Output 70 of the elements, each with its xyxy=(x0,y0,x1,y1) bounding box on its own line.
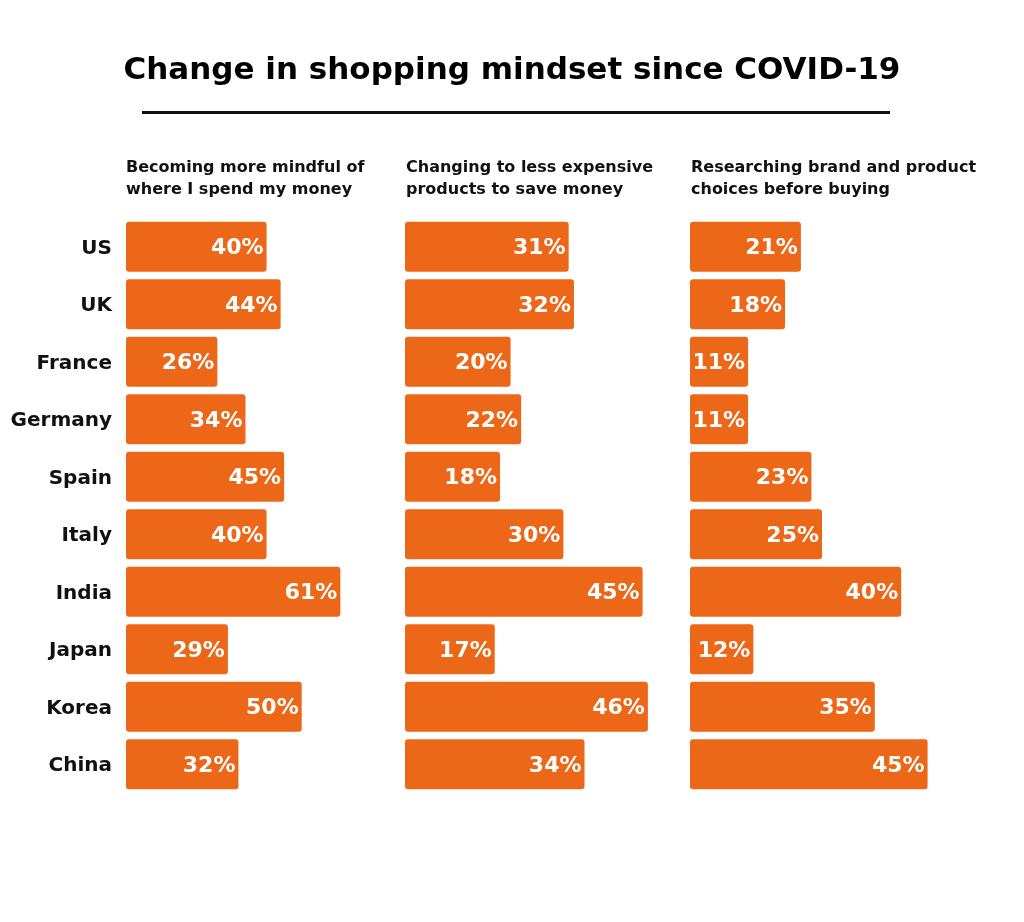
bar xyxy=(405,509,564,560)
bar xyxy=(690,451,812,502)
chart-subtitle: Changing to less expensive products to save money xyxy=(406,156,654,200)
bar xyxy=(126,394,246,445)
data-label: 40% xyxy=(210,234,264,260)
data-label: 18% xyxy=(729,291,783,317)
chart-subtitle: Researching brand and product choices before buying xyxy=(691,156,978,200)
data-label: 23% xyxy=(755,464,809,490)
chart-subtitle: Becoming more mindful of where I spend my money xyxy=(126,156,366,200)
data-label: 61% xyxy=(284,579,338,605)
bar xyxy=(126,739,239,790)
text: Change in shopping mindset since COVID-19 xyxy=(122,50,902,86)
bar xyxy=(405,279,574,330)
data-label: 20% xyxy=(454,349,508,375)
bar xyxy=(690,509,822,560)
data-label: 35% xyxy=(819,694,872,720)
y-tick-label: Spain xyxy=(48,464,112,489)
data-label: 30% xyxy=(507,521,561,547)
y-tick-label: France xyxy=(36,349,112,374)
bar xyxy=(126,221,267,272)
bar xyxy=(126,509,267,560)
bar xyxy=(126,624,228,675)
data-label: 32% xyxy=(182,751,236,777)
data-label: 11% xyxy=(692,406,746,432)
data-label: 45% xyxy=(586,579,640,605)
data-label: 45% xyxy=(871,751,925,777)
bar xyxy=(690,681,875,732)
y-tick-label: Japan xyxy=(47,637,112,662)
bar xyxy=(126,279,281,330)
bar xyxy=(126,566,341,617)
bar xyxy=(405,394,522,445)
y-tick-label: China xyxy=(48,752,112,777)
y-tick-label: Korea xyxy=(46,694,112,719)
data-label: 34% xyxy=(189,406,243,432)
bar xyxy=(405,739,585,790)
y-tick-label: Italy xyxy=(61,522,112,547)
data-label: 32% xyxy=(518,291,571,317)
bar xyxy=(690,566,902,617)
y-tick-label: India xyxy=(55,579,112,604)
data-label: 18% xyxy=(444,464,498,490)
data-label: 25% xyxy=(766,521,819,547)
data-label: 50% xyxy=(246,694,299,720)
data-label: 45% xyxy=(228,464,282,490)
bar xyxy=(405,451,501,502)
bar xyxy=(405,624,495,675)
bar xyxy=(690,739,928,790)
data-label: 40% xyxy=(845,579,899,605)
data-label: 21% xyxy=(745,234,798,260)
bar xyxy=(126,681,302,732)
bar xyxy=(405,221,569,272)
bar xyxy=(690,279,786,330)
data-label: 34% xyxy=(528,751,582,777)
bar xyxy=(405,681,648,732)
data-label: 12% xyxy=(697,636,751,662)
bar xyxy=(405,336,511,387)
data-label: 29% xyxy=(172,636,225,662)
y-tick-label: Germany xyxy=(10,407,112,432)
data-label: 44% xyxy=(224,291,278,317)
data-label: 31% xyxy=(513,234,566,260)
data-label: 22% xyxy=(465,406,519,432)
bar xyxy=(690,221,801,272)
data-label: 26% xyxy=(161,349,215,375)
data-label: 46% xyxy=(592,694,645,720)
bar xyxy=(126,451,285,502)
bar xyxy=(405,566,643,617)
y-tick-label: UK xyxy=(80,292,114,317)
data-label: 40% xyxy=(210,521,264,547)
y-tick-label: US xyxy=(81,234,112,259)
data-label: 17% xyxy=(439,636,492,662)
data-label: 11% xyxy=(692,349,746,375)
